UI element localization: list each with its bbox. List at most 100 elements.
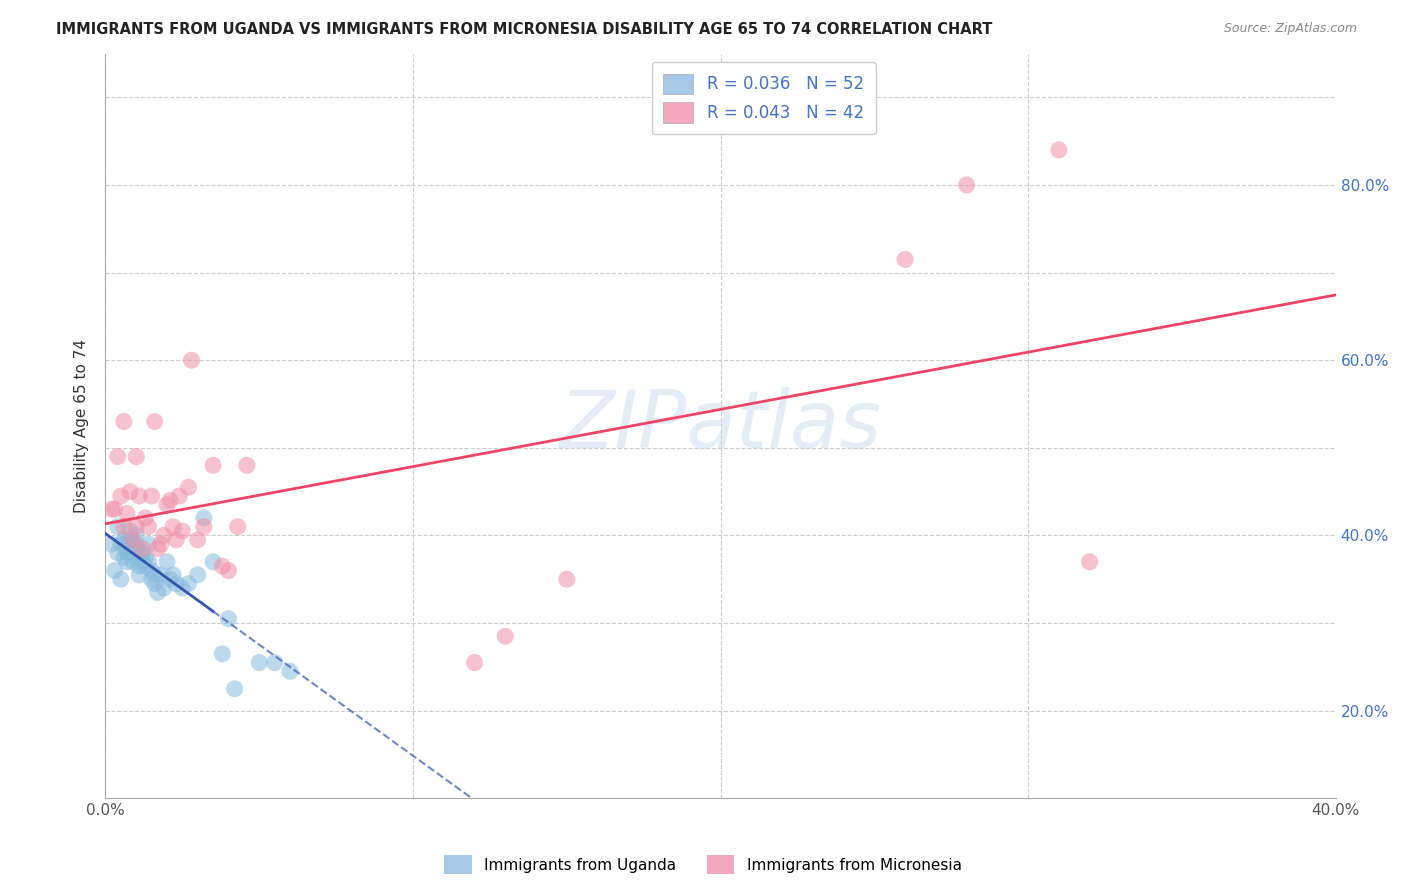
Point — [134, 511, 156, 525]
Point — [146, 585, 169, 599]
Point — [112, 519, 135, 533]
Point — [125, 537, 148, 551]
Point — [107, 546, 129, 560]
Point — [128, 568, 150, 582]
Point — [138, 555, 160, 569]
Point — [263, 656, 285, 670]
Point — [131, 555, 153, 569]
Point — [1078, 555, 1101, 569]
Point — [110, 572, 132, 586]
Point — [104, 564, 127, 578]
Point — [120, 541, 141, 556]
Point — [218, 612, 240, 626]
Point — [494, 629, 516, 643]
Point — [120, 537, 141, 551]
Point — [110, 537, 132, 551]
Point — [172, 581, 194, 595]
Point — [115, 555, 138, 569]
Point — [153, 528, 176, 542]
Legend: Immigrants from Uganda, Immigrants from Micronesia: Immigrants from Uganda, Immigrants from … — [439, 849, 967, 880]
Point — [131, 541, 153, 556]
Point — [120, 524, 141, 538]
Point — [131, 546, 153, 560]
Point — [112, 533, 135, 547]
Point — [100, 502, 122, 516]
Point — [177, 576, 200, 591]
Text: IMMIGRANTS FROM UGANDA VS IMMIGRANTS FROM MICRONESIA DISABILITY AGE 65 TO 74 COR: IMMIGRANTS FROM UGANDA VS IMMIGRANTS FRO… — [56, 22, 993, 37]
Point — [149, 568, 172, 582]
Point — [125, 541, 148, 556]
Legend: R = 0.036   N = 52, R = 0.043   N = 42: R = 0.036 N = 52, R = 0.043 N = 42 — [652, 62, 876, 134]
Point — [1047, 143, 1070, 157]
Point — [202, 458, 225, 473]
Point — [211, 647, 233, 661]
Point — [128, 559, 150, 574]
Point — [120, 533, 141, 547]
Point — [172, 524, 194, 538]
Point — [193, 511, 215, 525]
Point — [218, 564, 240, 578]
Point — [156, 555, 179, 569]
Point — [202, 555, 225, 569]
Point — [180, 353, 202, 368]
Point — [125, 450, 148, 464]
Point — [165, 533, 187, 547]
Point — [143, 568, 166, 582]
Point — [141, 572, 163, 586]
Point — [187, 533, 209, 547]
Point — [177, 480, 200, 494]
Point — [134, 559, 156, 574]
Point — [115, 541, 138, 556]
Point — [100, 537, 122, 551]
Point — [278, 665, 301, 679]
Point — [141, 489, 163, 503]
Point — [107, 519, 129, 533]
Point — [193, 519, 215, 533]
Point — [956, 178, 979, 192]
Point — [211, 559, 233, 574]
Point — [224, 681, 246, 696]
Point — [128, 489, 150, 503]
Point — [112, 415, 135, 429]
Point — [122, 555, 145, 569]
Text: ZIPatlas: ZIPatlas — [560, 387, 882, 465]
Point — [464, 656, 486, 670]
Point — [162, 568, 184, 582]
Point — [894, 252, 917, 267]
Text: Source: ZipAtlas.com: Source: ZipAtlas.com — [1223, 22, 1357, 36]
Point — [143, 415, 166, 429]
Point — [112, 550, 135, 565]
Point — [226, 519, 249, 533]
Point — [153, 581, 176, 595]
Point — [138, 519, 160, 533]
Point — [125, 550, 148, 565]
Point — [115, 546, 138, 560]
Point — [104, 502, 127, 516]
Point — [138, 537, 160, 551]
Point — [125, 519, 148, 533]
Point — [165, 576, 187, 591]
Point — [146, 541, 169, 556]
Point — [143, 576, 166, 591]
Point — [107, 450, 129, 464]
Point — [141, 564, 163, 578]
Point — [187, 568, 209, 582]
Point — [159, 572, 181, 586]
Point — [555, 572, 578, 586]
Point — [125, 528, 148, 542]
Point — [120, 484, 141, 499]
Point — [115, 507, 138, 521]
Y-axis label: Disability Age 65 to 74: Disability Age 65 to 74 — [75, 339, 90, 513]
Point — [134, 550, 156, 565]
Point — [149, 537, 172, 551]
Point — [110, 489, 132, 503]
Point — [162, 519, 184, 533]
Point — [159, 493, 181, 508]
Point — [236, 458, 259, 473]
Point — [169, 489, 191, 503]
Point — [156, 498, 179, 512]
Point — [122, 546, 145, 560]
Point — [122, 533, 145, 547]
Point — [247, 656, 270, 670]
Point — [112, 537, 135, 551]
